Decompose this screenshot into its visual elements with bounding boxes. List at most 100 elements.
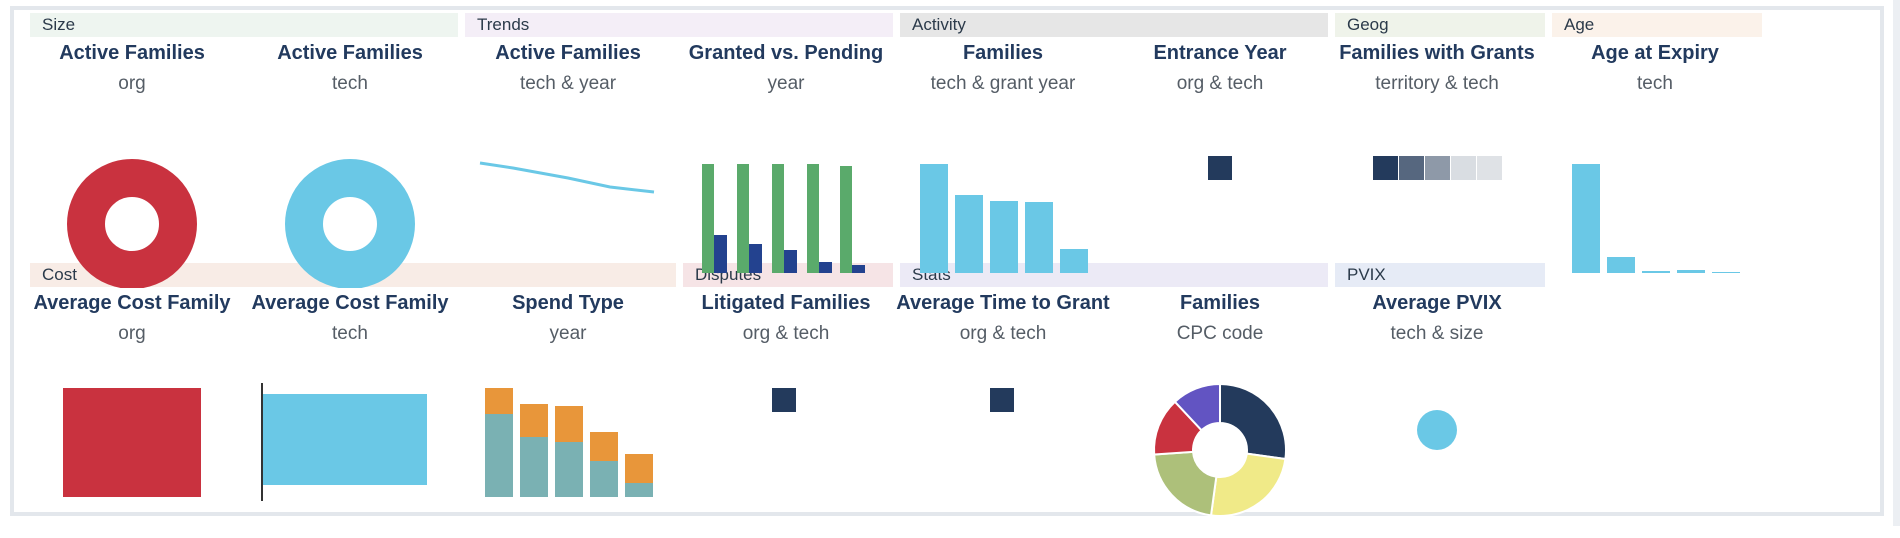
window-edge (1893, 0, 1900, 526)
section-pvix-label: PVIX (1347, 265, 1386, 284)
section-activity-label: Activity (912, 15, 966, 34)
bar-chart (1572, 164, 1740, 273)
bar-chart (702, 164, 865, 273)
bar-granted (840, 166, 852, 273)
section-geog: Geog (1335, 13, 1545, 37)
bar (1572, 164, 1600, 273)
bar-top (520, 404, 548, 437)
tile-subtitle: org (118, 73, 146, 94)
bar-pending (819, 262, 832, 273)
tile-subtitle: org (118, 323, 146, 344)
tile-title: Average Cost Family (251, 292, 449, 314)
tile-title: Families (1179, 292, 1261, 314)
section-geog-label: Geog (1347, 15, 1389, 34)
bar (63, 388, 201, 497)
tile-title: Average Time to Grant (896, 292, 1110, 314)
bar (1607, 257, 1635, 273)
bar (1025, 202, 1053, 273)
donut-slice (1173, 382, 1221, 432)
bar-base (590, 461, 618, 497)
heatmap-cell (1373, 156, 1398, 180)
bar (1712, 272, 1740, 273)
heatmap-cell (990, 388, 1014, 412)
heatmap-chart (1208, 156, 1232, 180)
bar-pending (714, 235, 727, 273)
tile-subtitle: tech & grant year (930, 73, 1076, 94)
bar-granted (737, 164, 749, 273)
tile-subtitle: org & tech (742, 323, 830, 344)
section-cost-label: Cost (42, 265, 77, 284)
bar (263, 394, 427, 485)
axis-line (261, 383, 263, 501)
donut-slice (1219, 382, 1287, 461)
tile-title: Average PVIX (1372, 292, 1502, 314)
heatmap-cell (1477, 156, 1502, 180)
tile-title: Age at Expiry (1591, 42, 1719, 64)
donut-slice (1153, 450, 1218, 517)
tile-subtitle: org & tech (959, 323, 1047, 344)
tile-title: Families (962, 42, 1044, 64)
donut-chart (1153, 382, 1287, 517)
donut-ring (67, 159, 197, 288)
heatmap-cell (1425, 156, 1450, 180)
bar-base (520, 437, 548, 497)
tile-subtitle: year (549, 323, 587, 344)
tile-subtitle: tech (1637, 73, 1673, 94)
donut-ring (285, 159, 415, 288)
section-age-label: Age (1564, 15, 1595, 34)
section-trends-label: Trends (477, 15, 530, 34)
tile-title: Families with Grants (1339, 42, 1535, 64)
bar-pending (749, 244, 762, 273)
section-age: Age (1552, 13, 1762, 37)
section-activity: Activity (900, 13, 1328, 37)
tile-title: Granted vs. Pending (688, 42, 884, 64)
tile-title: Active Families (59, 42, 205, 64)
tile-title: Litigated Families (701, 292, 871, 314)
bar (955, 195, 983, 273)
tile-title: Spend Type (512, 292, 624, 314)
bar (920, 164, 948, 273)
donut-slice (1209, 452, 1287, 517)
bar-top (485, 388, 513, 414)
tile-title: Average Cost Family (33, 292, 231, 314)
heatmap-chart (772, 388, 796, 412)
bar-chart (63, 388, 201, 497)
section-trends: Trends (465, 13, 893, 37)
bar-top (625, 454, 653, 483)
bar-granted (702, 164, 714, 273)
scatter-chart (1417, 410, 1457, 450)
line-chart (479, 161, 655, 194)
bar (1677, 270, 1705, 273)
bar-pending (852, 265, 865, 273)
tile-subtitle: year (767, 73, 805, 94)
bar-pending (784, 250, 797, 273)
bar (1642, 271, 1670, 273)
bar-chart (261, 383, 427, 501)
section-size-label: Size (42, 15, 76, 34)
bar (1060, 249, 1088, 273)
bar-granted (807, 164, 819, 273)
bar-top (590, 432, 618, 461)
bar-base (485, 414, 513, 497)
scatter-point (1417, 410, 1457, 450)
tile-title: Active Families (495, 42, 641, 64)
bar-chart (920, 164, 1088, 273)
heatmap-cell (772, 388, 796, 412)
tile-subtitle: org & tech (1176, 73, 1264, 94)
section-pvix: PVIX (1335, 263, 1545, 287)
tile-title: Active Families (277, 42, 423, 64)
heatmap-cell (1399, 156, 1424, 180)
tile-subtitle: tech & year (519, 73, 617, 94)
tile-title: Entrance Year (1153, 42, 1287, 64)
heatmap-chart (1373, 156, 1502, 180)
donut-chart (285, 159, 415, 288)
bar-top (555, 406, 583, 442)
donut-chart (67, 159, 197, 288)
bar-granted (772, 164, 784, 273)
bar (990, 201, 1018, 273)
heatmap-cell (1451, 156, 1476, 180)
tile-subtitle: tech & size (1390, 323, 1484, 344)
section-size: Size (30, 13, 458, 37)
tile-subtitle: CPC code (1176, 323, 1264, 344)
heatmap-chart (990, 388, 1014, 412)
